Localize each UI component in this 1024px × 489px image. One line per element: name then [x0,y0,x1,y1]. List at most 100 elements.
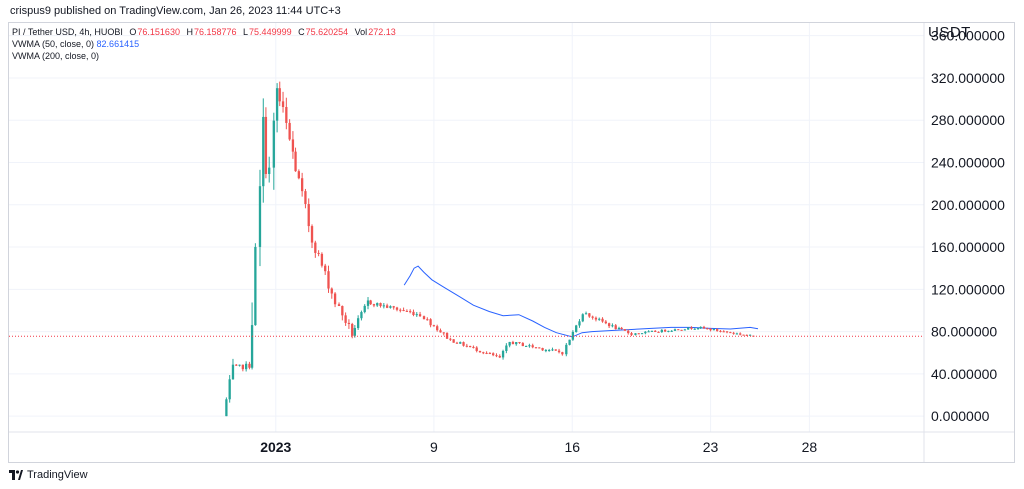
candle[interactable] [551,347,554,352]
candle[interactable] [465,343,468,348]
candle[interactable] [409,309,412,314]
candle[interactable] [372,303,376,308]
candle[interactable] [660,329,663,333]
candle[interactable] [557,348,561,354]
candle[interactable] [492,352,495,357]
candle[interactable] [699,326,702,329]
candle[interactable] [254,243,257,326]
candle[interactable] [627,329,630,335]
candle[interactable] [534,346,538,349]
candle[interactable] [637,333,640,335]
candle[interactable] [459,341,462,344]
candle[interactable] [272,112,275,190]
candle[interactable] [449,337,452,341]
candle[interactable] [515,342,518,346]
candle[interactable] [231,358,235,380]
candle[interactable] [617,326,621,330]
candle[interactable] [439,328,442,333]
candle[interactable] [445,332,449,339]
candle[interactable] [405,309,409,312]
candle[interactable] [310,224,314,249]
candle[interactable] [385,303,389,309]
candle[interactable] [598,317,601,321]
candle[interactable] [333,292,337,308]
candle[interactable] [462,341,465,347]
candle[interactable] [341,305,344,321]
candle[interactable] [395,306,399,312]
candle[interactable] [673,328,677,331]
vwma200-label[interactable]: VWMA (200, close, 0) [12,51,100,61]
candle[interactable] [353,325,356,338]
candle[interactable] [654,330,657,333]
candle[interactable] [528,343,531,348]
candle[interactable] [644,331,647,335]
candle[interactable] [281,91,285,113]
candle[interactable] [436,324,439,332]
candle[interactable] [702,325,706,330]
candle[interactable] [584,311,588,315]
candle[interactable] [369,299,372,306]
candle[interactable] [307,198,310,233]
candle[interactable] [670,330,673,332]
candle[interactable] [429,318,432,328]
candle[interactable] [739,332,742,336]
candle[interactable] [468,345,472,348]
candle[interactable] [228,375,231,403]
candle[interactable] [511,340,515,345]
candle[interactable] [418,311,422,317]
candle[interactable] [327,265,330,293]
candle[interactable] [663,329,667,333]
candle[interactable] [706,327,709,330]
candle[interactable] [366,297,370,310]
candle[interactable] [541,347,544,351]
candle[interactable] [455,341,459,344]
candle[interactable] [262,98,265,203]
candle[interactable] [623,329,627,331]
candle[interactable] [402,307,405,312]
candle[interactable] [488,352,492,355]
candle[interactable] [382,303,385,309]
candle[interactable] [360,310,363,321]
candle[interactable] [748,334,752,336]
candle[interactable] [412,309,415,317]
candle[interactable] [732,331,735,335]
candle[interactable] [634,333,637,336]
candle[interactable] [363,304,366,314]
candle[interactable] [508,341,511,348]
candle[interactable] [376,302,379,307]
candle[interactable] [745,334,748,337]
symbol-label[interactable]: PI / Tether USD, 4h, HUOBI [12,27,123,37]
candle[interactable] [581,313,584,323]
candle[interactable] [693,328,696,330]
candle[interactable] [565,342,568,357]
candle[interactable] [690,326,693,330]
candle[interactable] [657,331,660,333]
candle[interactable] [238,364,241,367]
vwma50-line[interactable] [403,265,759,338]
candle[interactable] [452,339,455,343]
candle[interactable] [709,328,712,332]
candle[interactable] [399,308,402,313]
candle[interactable] [524,345,528,347]
candle[interactable] [330,287,333,299]
candle[interactable] [294,147,297,172]
candle[interactable] [630,332,633,337]
candle[interactable] [344,312,347,326]
candle[interactable] [285,97,288,130]
candle[interactable] [640,333,644,335]
candle[interactable] [578,319,581,328]
candle[interactable] [588,313,591,318]
candle[interactable] [591,315,594,320]
candle[interactable] [248,361,251,370]
candle[interactable] [258,169,262,267]
candle[interactable] [620,326,623,330]
candle[interactable] [722,330,725,333]
candle[interactable] [442,332,445,336]
candle[interactable] [426,317,429,321]
candle[interactable] [347,319,351,329]
candle[interactable] [498,354,501,359]
candle[interactable] [244,361,248,372]
candle[interactable] [544,349,548,353]
candle[interactable] [650,330,654,332]
candle[interactable] [518,341,521,344]
